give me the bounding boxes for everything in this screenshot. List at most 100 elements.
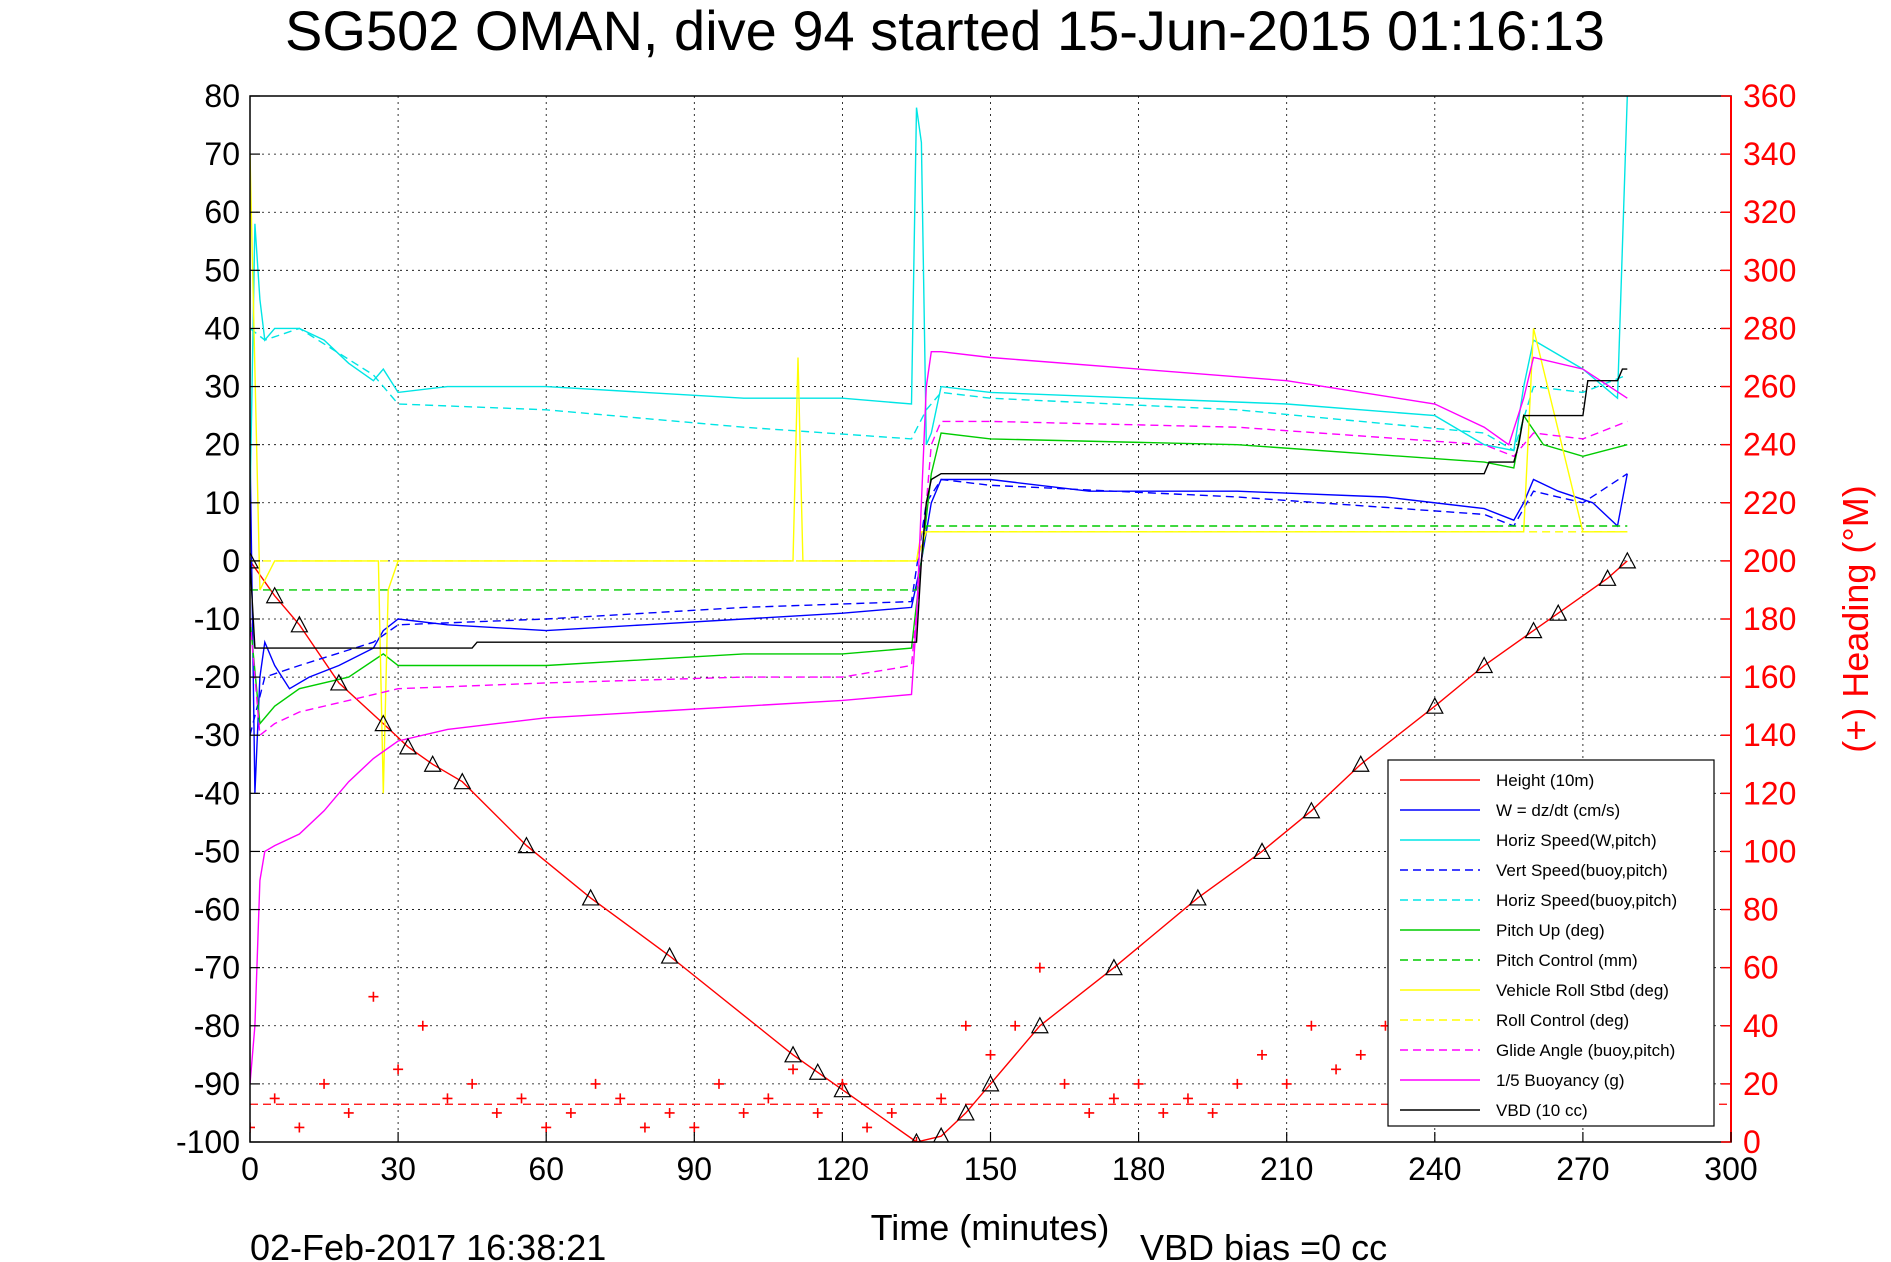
heading-point-35	[1108, 1093, 1119, 1104]
height-marker-9	[581, 888, 600, 906]
y-tick-label-left-2: 60	[204, 194, 240, 230]
series-line-w-dz-dt-cm-s	[250, 444, 1628, 794]
heading-point-29	[960, 1020, 971, 1031]
x-axis-ticks: 0 30 60 90 120 150 180 210 240 270 300	[241, 1132, 1758, 1187]
y-tick-label-left-17: -90	[194, 1066, 240, 1102]
heading-point-9	[467, 1078, 478, 1089]
y-axis-left-ticks: 80 70 60 50 40 30 20 10 0 -10 -20 -30 -40 -50 -60 -70 -8…	[176, 78, 260, 1160]
heading-point-24	[837, 1078, 848, 1089]
heading-point-43	[1306, 1020, 1317, 1031]
series-line-1-5-buoyancy-g	[250, 351, 1628, 1084]
legend-label-vbd-10-cc: VBD (10 cc)	[1496, 1101, 1588, 1120]
heading-point-4	[343, 1107, 354, 1118]
height-marker-20	[1188, 888, 1207, 906]
heading-point-28	[936, 1093, 947, 1104]
x-tick-label-9: 270	[1556, 1151, 1609, 1187]
heading-point-38	[1182, 1093, 1193, 1104]
heading-point-40	[1232, 1078, 1243, 1089]
x-tick-label-6: 180	[1112, 1151, 1165, 1187]
heading-point-15	[615, 1093, 626, 1104]
x-tick-label-2: 60	[528, 1151, 564, 1187]
heading-point-22	[788, 1064, 799, 1075]
y-tick-label-left-9: -10	[194, 601, 240, 637]
y-tick-label-left-6: 20	[204, 427, 240, 463]
series-line-glide-angle-buoy-pitch	[250, 420, 1628, 737]
series-line-horiz-speed-buoy-pitch	[250, 327, 1628, 452]
chart-title: SG502 OMAN, dive 94 started 15-Jun-2015 …	[285, 0, 1605, 62]
y-tick-label-right-6: 240	[1743, 427, 1796, 463]
y-tick-label-left-7: 10	[204, 485, 240, 521]
height-marker-27	[1549, 603, 1568, 621]
height-marker-22	[1302, 801, 1321, 819]
y-tick-label-left-10: -20	[194, 659, 240, 695]
height-marker-3	[329, 673, 348, 691]
height-marker-16	[956, 1103, 975, 1121]
heading-point-30	[985, 1049, 996, 1060]
y-tick-label-right-1: 340	[1743, 136, 1796, 172]
y-tick-label-right-17: 20	[1743, 1066, 1779, 1102]
legend-label-roll-control-deg: Roll Control (deg)	[1496, 1011, 1629, 1030]
y-tick-label-right-10: 160	[1743, 659, 1796, 695]
y-tick-label-right-15: 60	[1743, 950, 1779, 986]
height-marker-17	[981, 1074, 1000, 1092]
y-tick-label-left-3: 50	[204, 252, 240, 288]
heading-point-7	[417, 1020, 428, 1031]
y-tick-label-right-12: 120	[1743, 775, 1796, 811]
heading-point-14	[590, 1078, 601, 1089]
y-tick-label-right-13: 100	[1743, 833, 1796, 869]
y-tick-label-right-16: 40	[1743, 1008, 1779, 1044]
series-line-vbd-10-cc	[250, 368, 1628, 649]
height-marker-5	[398, 737, 417, 755]
y-tick-label-right-14: 80	[1743, 892, 1779, 928]
y-tick-label-right-5: 260	[1743, 369, 1796, 405]
height-marker-21	[1253, 842, 1272, 860]
footer-date: 02-Feb-2017 16:38:21	[250, 1227, 606, 1262]
legend-label-vehicle-roll-stbd-deg: Vehicle Roll Stbd (deg)	[1496, 981, 1669, 1000]
y-tick-label-left-18: -100	[176, 1124, 240, 1160]
series-line-height-10m	[250, 560, 1628, 1142]
height-marker-6	[423, 755, 442, 772]
y-tick-label-left-16: -80	[194, 1008, 240, 1044]
x-tick-label-1: 30	[380, 1151, 416, 1187]
y-tick-label-right-9: 180	[1743, 601, 1796, 637]
heading-point-17	[664, 1107, 675, 1118]
height-marker-25	[1475, 656, 1494, 674]
y-tick-label-right-11: 140	[1743, 717, 1796, 753]
y-tick-label-left-13: -50	[194, 833, 240, 869]
height-markers	[250, 551, 1637, 1142]
y-tick-label-left-5: 30	[204, 369, 240, 405]
x-tick-label-0: 0	[241, 1151, 259, 1187]
legend-box	[1387, 759, 1715, 1127]
grid	[250, 96, 1731, 1142]
legend-label-w-dz-dt-cm-s: W = dz/dt (cm/s)	[1496, 801, 1620, 820]
x-tick-label-3: 90	[677, 1151, 713, 1187]
heading-point-39	[1207, 1107, 1218, 1118]
heading-point-6	[393, 1064, 404, 1075]
heading-point-8	[442, 1093, 453, 1104]
heading-point-2	[294, 1122, 305, 1133]
x-tick-label-10: 300	[1704, 1151, 1757, 1187]
y-tick-label-left-11: -30	[194, 717, 240, 753]
heading-point-34	[1084, 1107, 1095, 1118]
heading-point-20	[738, 1107, 749, 1118]
height-marker-28	[1598, 569, 1617, 586]
y-tick-label-left-15: -70	[194, 950, 240, 986]
heading-point-3	[319, 1078, 330, 1089]
legend-label-vert-speed-buoy-pitch: Vert Speed(buoy,pitch)	[1496, 861, 1668, 880]
height-marker-8	[517, 836, 536, 854]
x-tick-label-4: 120	[816, 1151, 869, 1187]
heading-point-33	[1059, 1078, 1070, 1089]
height-marker-7	[453, 772, 472, 790]
height-marker-10	[660, 946, 679, 964]
heading-point-25	[862, 1122, 873, 1133]
x-tick-label-7: 210	[1260, 1151, 1313, 1187]
y-tick-label-right-3: 300	[1743, 252, 1796, 288]
y-tick-label-left-1: 70	[204, 136, 240, 172]
legend-label-glide-angle-buoy-pitch: Glide Angle (buoy,pitch)	[1496, 1041, 1675, 1060]
legend-label-height-10m: Height (10m)	[1496, 771, 1594, 790]
heading-point-23	[812, 1107, 823, 1118]
y-tick-label-left-14: -60	[194, 892, 240, 928]
y-axis-right-label: (+) Heading (°M)	[1835, 485, 1876, 752]
legend-label-pitch-control-mm: Pitch Control (mm)	[1496, 951, 1638, 970]
height-marker-11	[784, 1045, 803, 1063]
